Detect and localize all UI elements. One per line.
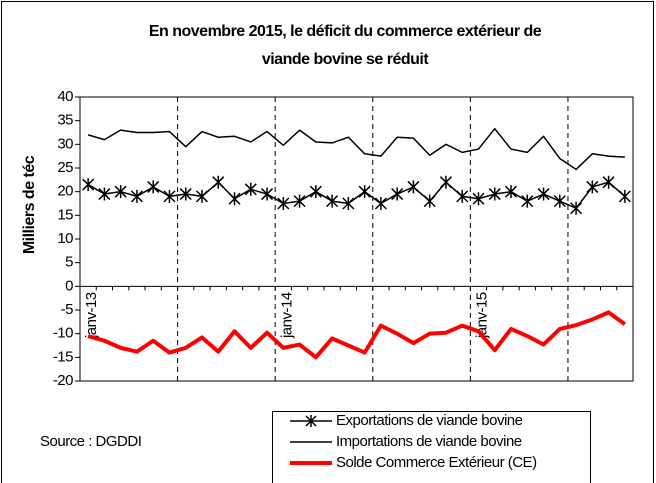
y-tick-label: -15 <box>53 348 73 365</box>
marker <box>342 197 355 210</box>
series-line <box>87 127 625 171</box>
marker <box>130 189 143 203</box>
marker <box>326 194 339 208</box>
marker <box>537 187 550 201</box>
y-tick-label: 0 <box>65 277 73 294</box>
y-tick-label: -20 <box>53 372 73 389</box>
y-tick-label: 40 <box>57 88 73 105</box>
x-tick-label: janv-13 <box>83 292 100 339</box>
y-tick-label: 35 <box>57 112 73 129</box>
marker <box>488 187 501 201</box>
series-line <box>87 310 627 360</box>
marker <box>618 189 631 203</box>
legend-marker <box>305 415 317 427</box>
marker <box>114 185 127 199</box>
marker <box>293 194 306 208</box>
marker <box>570 201 583 215</box>
marker <box>277 197 290 210</box>
y-tick-label: 10 <box>57 230 73 247</box>
marker <box>147 180 160 194</box>
marker <box>228 192 241 206</box>
marker <box>521 194 534 208</box>
y-tick-label: 20 <box>57 183 73 200</box>
marker <box>439 175 452 189</box>
marker <box>586 180 599 194</box>
marker <box>244 182 257 196</box>
marker <box>98 187 111 201</box>
marker <box>423 194 436 208</box>
y-tick-label: 30 <box>57 135 73 152</box>
legend-label: Solde Commerce Extérieur (CE) <box>336 454 537 471</box>
legend-label: Exportations de viande bovine <box>336 412 523 429</box>
y-tick-label: 5 <box>65 254 73 271</box>
marker <box>82 178 95 192</box>
y-tick-label: -10 <box>53 325 73 342</box>
chart-title: En novembre 2015, le déficit du commerce… <box>149 23 542 68</box>
marker <box>261 187 274 201</box>
marker <box>472 192 485 206</box>
marker <box>179 187 192 201</box>
marker <box>504 185 518 199</box>
marker <box>163 189 176 203</box>
y-tick-label: -5 <box>61 301 73 318</box>
marker <box>553 194 566 208</box>
marker <box>391 187 404 201</box>
x-tick-label: janv-14 <box>278 292 295 339</box>
marker <box>212 175 225 189</box>
marker <box>374 197 387 210</box>
legend-label: Importations de viande bovine <box>336 433 522 450</box>
y-tick-label: 25 <box>57 159 73 176</box>
source: Source : DGDDI <box>40 433 141 450</box>
x-tick-label: janv-15 <box>473 292 490 339</box>
marker <box>407 180 420 194</box>
series-line <box>87 181 626 209</box>
legend-box <box>272 411 591 483</box>
marker <box>309 185 322 199</box>
y-axis-label: Milliers de téc <box>21 155 38 254</box>
marker <box>195 189 209 203</box>
marker <box>358 185 371 199</box>
marker <box>602 175 615 189</box>
marker <box>456 189 469 203</box>
y-tick-label: 15 <box>57 206 73 223</box>
